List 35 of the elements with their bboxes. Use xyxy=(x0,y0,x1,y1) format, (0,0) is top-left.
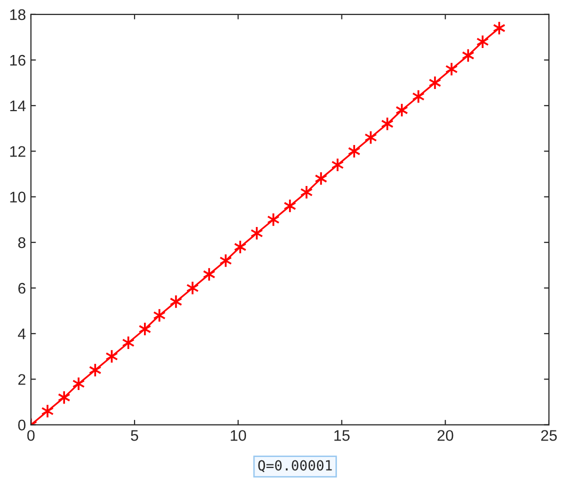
x-tick-label: 15 xyxy=(334,430,350,441)
x-tick-label: 0 xyxy=(27,430,35,441)
point xyxy=(462,48,474,63)
point xyxy=(428,76,442,90)
point xyxy=(41,404,54,418)
point xyxy=(300,185,313,200)
y-tick-label: 2 xyxy=(18,374,26,385)
x-tick-label: 25 xyxy=(541,430,557,441)
point xyxy=(476,34,489,49)
point xyxy=(284,198,296,214)
y-tick-label: 18 xyxy=(10,9,26,20)
point xyxy=(202,267,216,282)
point xyxy=(445,62,458,76)
y-tick-label: 4 xyxy=(18,328,26,340)
y-tick-label: 16 xyxy=(10,54,26,66)
y-tick-label: 8 xyxy=(18,237,26,248)
text: Q=0.00001 xyxy=(258,460,332,472)
y-tick-label: 12 xyxy=(10,146,26,157)
point xyxy=(58,390,70,405)
point xyxy=(72,376,85,391)
x-tick-label: 20 xyxy=(438,430,454,441)
x-tick-label: 5 xyxy=(130,430,138,441)
y-tick-label: 6 xyxy=(18,282,26,294)
point xyxy=(331,158,344,172)
point xyxy=(138,322,152,336)
y-tick-label: 10 xyxy=(10,192,26,202)
x-tick-label: 10 xyxy=(230,430,246,441)
y-tick-label: 14 xyxy=(10,100,26,112)
point xyxy=(314,171,328,186)
point xyxy=(412,89,425,104)
point xyxy=(153,308,166,323)
y-tick-label: 0 xyxy=(18,420,26,430)
point xyxy=(186,280,199,296)
point xyxy=(170,294,182,309)
point xyxy=(267,212,280,227)
